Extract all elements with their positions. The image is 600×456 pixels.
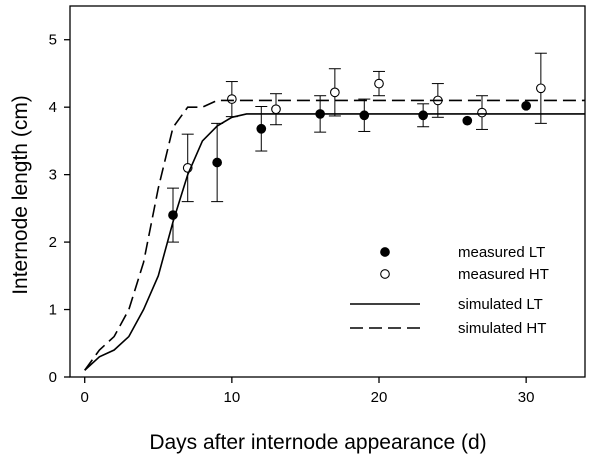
data-point bbox=[418, 110, 428, 121]
data-point bbox=[271, 104, 281, 115]
plot-frame bbox=[69, 5, 586, 378]
y-tick-label: 4 bbox=[49, 99, 57, 116]
legend-label: simulated LT bbox=[458, 296, 543, 313]
legend-entry: measured HT bbox=[380, 266, 549, 283]
series-layer bbox=[84, 52, 585, 371]
data-point bbox=[477, 107, 487, 118]
x-tick-label: 10 bbox=[224, 389, 241, 406]
legend-entry: simulated HT bbox=[350, 320, 546, 337]
x-axis-title: Days after internode appearance (d) bbox=[149, 431, 486, 454]
axis-ticks: 0 10 20 30 0 1 2 3 4 5 bbox=[49, 32, 535, 406]
y-axis-title: Internode length (cm) bbox=[9, 95, 32, 295]
data-point bbox=[536, 83, 546, 94]
series-simulated-ht bbox=[84, 99, 585, 371]
x-tick-label: 30 bbox=[518, 389, 535, 406]
legend-label: simulated HT bbox=[458, 320, 546, 337]
data-point bbox=[359, 110, 370, 121]
legend-entry: simulated LT bbox=[350, 296, 543, 313]
data-point bbox=[227, 94, 237, 104]
plot-border bbox=[69, 5, 586, 378]
y-tick-label: 5 bbox=[49, 32, 57, 49]
x-tick-label: 0 bbox=[81, 389, 89, 406]
legend: measured LT measured HT simulated LT simula… bbox=[350, 244, 549, 337]
data-point bbox=[462, 115, 473, 126]
series-measured-lt bbox=[167, 95, 531, 243]
y-tick-label: 3 bbox=[49, 167, 57, 184]
series-line bbox=[84, 113, 585, 371]
y-tick-label: 1 bbox=[49, 302, 57, 319]
legend-label: measured HT bbox=[458, 266, 549, 283]
data-point bbox=[374, 78, 384, 89]
y-tick-label: 0 bbox=[49, 369, 57, 386]
series-simulated-lt bbox=[84, 113, 585, 371]
data-point bbox=[256, 123, 267, 134]
legend-entry: measured LT bbox=[380, 244, 545, 261]
data-point bbox=[330, 87, 340, 98]
series-line bbox=[84, 99, 585, 371]
legend-label: measured LT bbox=[458, 244, 545, 261]
x-tick-label: 20 bbox=[371, 389, 388, 406]
data-point bbox=[212, 157, 222, 168]
legend-marker-swatch bbox=[380, 269, 390, 279]
series-measured-ht bbox=[181, 52, 547, 203]
y-tick-label: 2 bbox=[49, 234, 57, 251]
legend-marker-swatch bbox=[380, 247, 390, 257]
data-point bbox=[521, 100, 531, 111]
